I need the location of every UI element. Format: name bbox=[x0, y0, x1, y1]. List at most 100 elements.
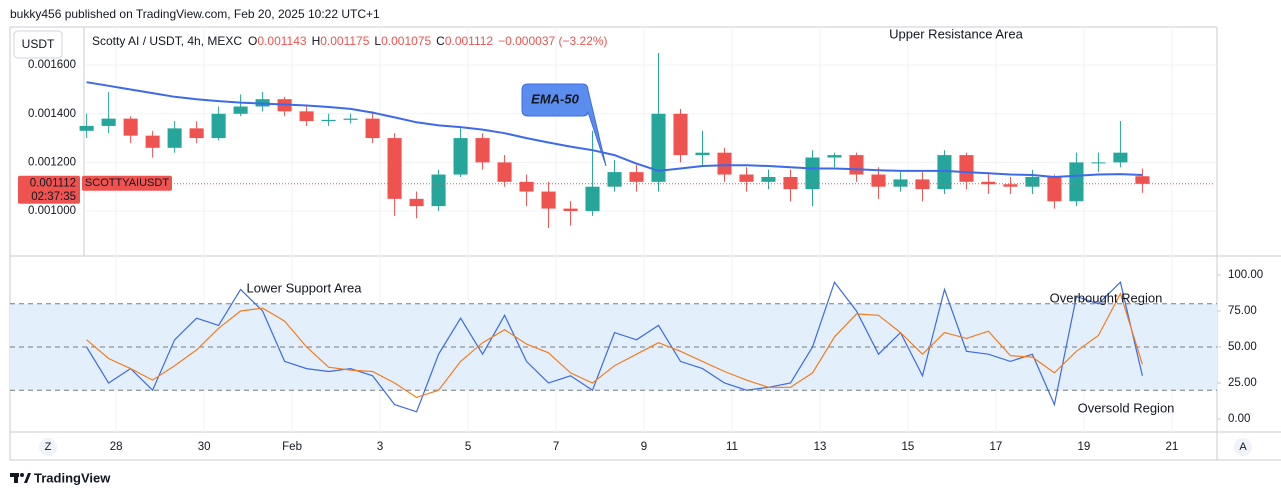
ohlc-value: 0.001112 bbox=[445, 34, 494, 48]
currency-label: USDT bbox=[22, 37, 55, 51]
candle-body bbox=[783, 176, 798, 190]
candle-body bbox=[563, 208, 578, 212]
y-tick-label: 100.00 bbox=[1228, 269, 1263, 281]
candle-body bbox=[431, 174, 446, 207]
price-tag-value: 0.001112 bbox=[30, 177, 76, 189]
logo-icon bbox=[10, 473, 31, 483]
candle-body bbox=[871, 174, 886, 187]
candle-body bbox=[1113, 152, 1128, 163]
candle-body bbox=[1069, 162, 1084, 202]
candle-body bbox=[651, 113, 666, 182]
symbol-tag bbox=[82, 175, 172, 191]
candle-body bbox=[101, 118, 116, 126]
ohlc-value: 0.001143 bbox=[257, 34, 306, 48]
x-tick-label: 7 bbox=[553, 441, 559, 453]
candle-body bbox=[739, 174, 754, 182]
currency-button[interactable] bbox=[13, 30, 63, 59]
byline: bukky456 published on TradingView.com, F… bbox=[10, 7, 380, 21]
price-tag bbox=[18, 175, 80, 204]
candle-body bbox=[629, 172, 644, 182]
candle-body bbox=[827, 155, 842, 158]
logo-text: TradingView bbox=[34, 470, 111, 485]
x-tick-label: 28 bbox=[110, 441, 123, 453]
candle-body bbox=[519, 181, 534, 192]
candle-body bbox=[959, 155, 974, 182]
candle-body bbox=[167, 128, 182, 148]
a-button[interactable] bbox=[1234, 438, 1252, 456]
symbol-line: Scotty AI / USDT, 4h, MEXC bbox=[92, 34, 242, 48]
candle-body bbox=[343, 118, 358, 120]
x-tick-label: 15 bbox=[902, 441, 915, 453]
candle-body bbox=[695, 152, 710, 156]
z-button[interactable] bbox=[39, 438, 57, 456]
y-tick-label: 0.001000 bbox=[28, 205, 76, 217]
ema-line bbox=[86, 81, 1143, 179]
oscillator-line bbox=[86, 280, 1143, 413]
candle-body bbox=[981, 181, 996, 185]
x-tick-label: 21 bbox=[1165, 441, 1178, 453]
candle-body bbox=[849, 155, 864, 175]
plot-area: 28 30 Feb 3 5 7 9 11 13 15 17 19 21 0.001600 0.001400 0… bbox=[10, 26, 1263, 453]
candle-body bbox=[409, 198, 424, 207]
candle-body bbox=[761, 176, 776, 182]
candle-body bbox=[321, 119, 336, 122]
candle-body bbox=[211, 113, 226, 139]
annotation: Lower Support Area bbox=[247, 280, 363, 295]
x-tick-label: 5 bbox=[465, 441, 471, 453]
candle-body bbox=[805, 157, 820, 190]
x-tick-label: Feb bbox=[282, 441, 302, 453]
candle-body bbox=[1091, 162, 1106, 164]
candle-body bbox=[585, 186, 600, 212]
x-tick-label: 9 bbox=[641, 441, 647, 453]
candle-body bbox=[1047, 176, 1062, 202]
candle-body bbox=[453, 138, 468, 175]
symbol-legend: Scotty AI / USDT, 4h, MEXC O0.001143 H0.00… bbox=[92, 34, 608, 48]
y-tick-label: 25.00 bbox=[1228, 377, 1257, 389]
z-button-label: Z bbox=[45, 441, 52, 453]
annotation: Oversold Region bbox=[1078, 400, 1175, 415]
y-tick-label: 0.001200 bbox=[28, 156, 76, 168]
candle-body bbox=[937, 155, 952, 190]
candle-body bbox=[189, 128, 204, 139]
x-tick-label: 3 bbox=[377, 441, 383, 453]
candle-body bbox=[607, 172, 622, 187]
candle-body bbox=[1025, 176, 1040, 187]
y-tick-label: 75.00 bbox=[1228, 305, 1257, 317]
candle-body bbox=[79, 125, 94, 131]
x-tick-label: 13 bbox=[814, 441, 827, 453]
x-tick-label: 30 bbox=[198, 441, 211, 453]
ohlc-value: 0.001075 bbox=[381, 34, 431, 48]
y-tick-label: 0.001600 bbox=[28, 59, 76, 71]
candle-body bbox=[541, 191, 556, 209]
annotation: Overbought Region bbox=[1050, 290, 1163, 305]
candle-body bbox=[123, 118, 138, 136]
candle-body bbox=[365, 118, 380, 139]
candle-body bbox=[1135, 176, 1150, 184]
candle-body bbox=[145, 135, 160, 148]
price-tag-symbol: SCOTTYAIUSDT bbox=[85, 177, 169, 189]
candle-body bbox=[475, 138, 490, 163]
candle-body bbox=[673, 113, 688, 156]
ohlc-letter: H bbox=[312, 34, 321, 48]
x-tick-label: 19 bbox=[1078, 441, 1091, 453]
callout-label: EMA-50 bbox=[531, 91, 579, 106]
x-tick-label: 17 bbox=[990, 441, 1003, 453]
x-tick-label: 11 bbox=[726, 441, 738, 453]
y-tick-label: 0.00 bbox=[1228, 413, 1250, 425]
oscillator-line bbox=[86, 292, 1143, 399]
candle-body bbox=[299, 111, 314, 122]
a-button-label: A bbox=[1239, 441, 1247, 453]
ohlc-letter: L bbox=[374, 34, 381, 48]
candle-body bbox=[497, 162, 512, 182]
callout bbox=[521, 83, 607, 167]
candle-body bbox=[233, 106, 248, 114]
ohlc-value: 0.001175 bbox=[320, 34, 369, 48]
candle-body bbox=[893, 179, 908, 187]
candle-body bbox=[1003, 184, 1018, 187]
annotation: Upper Resistance Area bbox=[889, 26, 1023, 41]
candle-body bbox=[915, 179, 930, 190]
price-tag-countdown: 02:37:35 bbox=[31, 191, 76, 203]
ohlc-letter: C bbox=[436, 34, 445, 48]
